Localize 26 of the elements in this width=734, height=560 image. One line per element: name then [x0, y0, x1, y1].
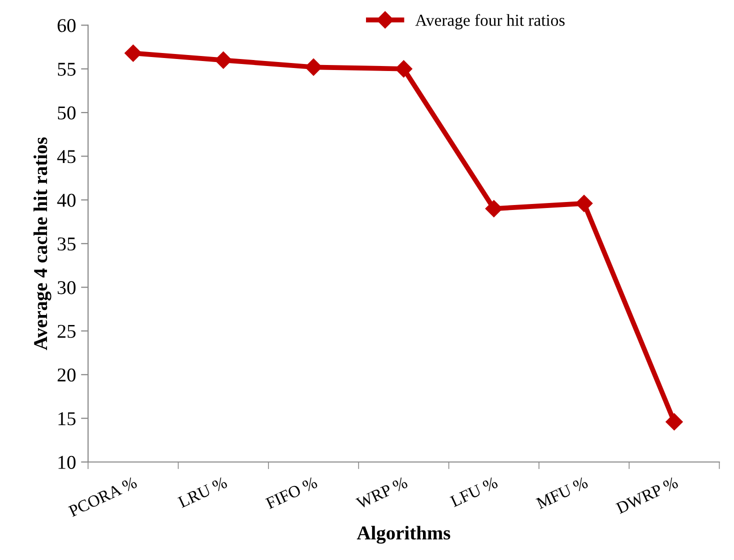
- y-axis-title: Average 4 cache hit ratios: [33, 137, 52, 350]
- point: [666, 413, 683, 430]
- y-tick-label: 20: [58, 368, 76, 382]
- y-tick-label: 35: [58, 237, 76, 251]
- point: [576, 194, 593, 212]
- point: [124, 44, 142, 62]
- y-tick-label: 25: [58, 324, 76, 338]
- point: [485, 200, 502, 218]
- y-tick-label: 10: [58, 456, 76, 469]
- y-tick-label: 60: [58, 19, 76, 32]
- legend-label: Average four hit ratios: [415, 14, 565, 30]
- y-tick-label: 40: [57, 194, 76, 207]
- y-tick-label: 45: [57, 150, 76, 164]
- x-tick-label: LFU %: [450, 476, 498, 508]
- x-tick-label: FIFO %: [265, 476, 318, 510]
- point: [214, 52, 232, 69]
- y-tick-label: 55: [58, 62, 76, 76]
- point: [395, 60, 412, 78]
- x-axis-title: Algorithms: [356, 526, 450, 544]
- y-tick-label: 30: [58, 281, 76, 294]
- y-tick-label: 15: [58, 412, 76, 426]
- x-tick-label: MFU %: [536, 476, 589, 510]
- point: [304, 58, 322, 76]
- y-tick-label: 50: [58, 106, 76, 120]
- x-tick-label: WRP %: [355, 476, 408, 510]
- x-tick-label: LRU %: [177, 476, 228, 508]
